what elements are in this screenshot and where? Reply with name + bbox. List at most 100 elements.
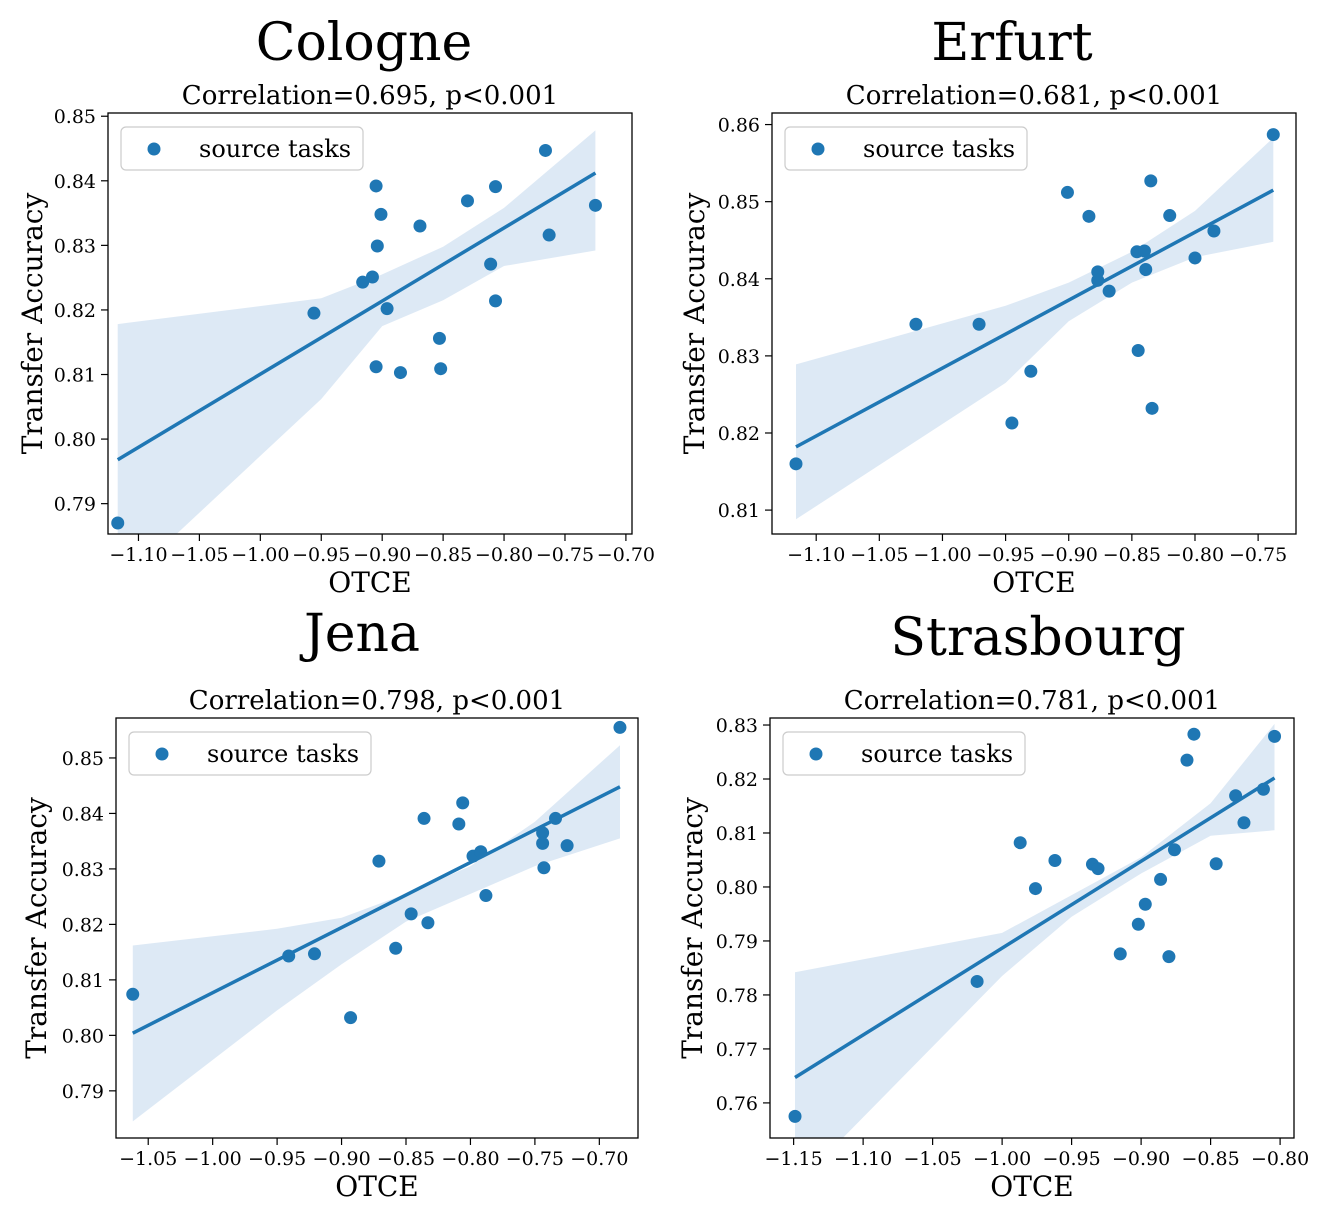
data-point (1145, 401, 1159, 415)
y-tick-label: 0.85 (718, 192, 760, 214)
data-point (404, 907, 418, 921)
data-point (1154, 872, 1168, 886)
plot-area (789, 128, 1280, 520)
x-tick-label: −0.75 (536, 544, 594, 566)
y-tick-label: 0.83 (716, 715, 758, 737)
legend: source tasks (120, 126, 364, 171)
data-point (538, 143, 552, 157)
legend-marker (147, 142, 161, 156)
legend: source tasks (128, 731, 372, 776)
data-point (456, 796, 470, 810)
panel-title: Erfurt (931, 13, 1092, 73)
plot-area (111, 130, 602, 534)
data-point (460, 194, 474, 208)
data-point (1102, 284, 1116, 298)
data-point (369, 179, 383, 193)
data-point (489, 294, 503, 308)
y-tick-label: 0.85 (62, 748, 104, 770)
y-tick-label: 0.79 (62, 1081, 104, 1103)
y-axis-label: Transfer Accuracy (678, 193, 711, 455)
x-tick-label: −1.00 (973, 1148, 1031, 1170)
plot-area (788, 723, 1282, 1138)
data-point (1237, 816, 1251, 830)
axes-frame (115, 717, 639, 1139)
data-point (1005, 416, 1019, 430)
data-point (1209, 857, 1223, 871)
y-tick-label: 0.82 (62, 914, 104, 936)
y-tick-label: 0.80 (54, 429, 96, 451)
data-point (1180, 753, 1194, 767)
data-point (1060, 185, 1074, 199)
data-point (380, 302, 394, 316)
chart-panel-4: Strasbourg Correlation=0.781, p<0.001 −1.1… (676, 608, 1309, 1203)
data-point (1131, 917, 1145, 931)
data-point (1162, 950, 1176, 964)
panel-title: Cologne (256, 13, 473, 73)
data-point (970, 974, 984, 988)
x-tick-label: −0.85 (1181, 1148, 1239, 1170)
x-tick-label: −0.80 (1166, 544, 1224, 566)
data-point (537, 861, 551, 875)
regression-line (131, 785, 621, 1035)
x-tick-label: −1.10 (109, 544, 167, 566)
x-tick-label: −1.05 (170, 544, 228, 566)
x-tick-label: −1.05 (119, 1148, 177, 1170)
data-point (1167, 843, 1181, 857)
data-point (434, 362, 448, 376)
data-point (549, 811, 563, 825)
data-point (789, 457, 803, 471)
x-tick-label: −0.80 (1251, 1148, 1309, 1170)
confidence-band (132, 745, 621, 1122)
x-tick-label: −1.00 (231, 544, 289, 566)
data-point (588, 198, 602, 212)
data-point (452, 817, 466, 831)
data-point (536, 836, 550, 850)
legend-marker (811, 142, 825, 156)
data-point (374, 207, 388, 221)
legend-label: source tasks (863, 135, 1015, 163)
regression-line (795, 188, 1275, 449)
data-point (1266, 128, 1280, 142)
chart-panel-3: Jena Correlation=0.798, p<0.001 −1.05 −1.00… (20, 604, 639, 1203)
data-point (1187, 727, 1201, 741)
data-point (1013, 836, 1027, 850)
data-point (788, 1109, 802, 1123)
data-point (474, 845, 488, 859)
y-tick-label: 0.81 (718, 500, 760, 522)
data-point (1188, 251, 1202, 265)
y-tick-label: 0.81 (54, 365, 96, 387)
axes-frame (769, 717, 1295, 1139)
legend-marker (809, 747, 823, 761)
x-axis-label: OTCE (992, 566, 1076, 599)
data-point (1144, 174, 1158, 188)
data-point (1207, 224, 1221, 238)
y-tick-label: 0.79 (54, 494, 96, 516)
legend-marker (155, 747, 169, 761)
y-tick-label: 0.76 (716, 1093, 758, 1115)
x-tick-label: −0.80 (475, 544, 533, 566)
axes-frame (771, 112, 1297, 535)
x-tick-label: −0.80 (441, 1148, 499, 1170)
y-axis-label: Transfer Accuracy (676, 797, 709, 1059)
regression-line (794, 776, 1276, 1080)
x-tick-label: −0.90 (1040, 544, 1098, 566)
data-point (1028, 882, 1042, 896)
chart-title: Correlation=0.681, p<0.001 (846, 81, 1222, 111)
data-point (417, 811, 431, 825)
legend-label: source tasks (207, 740, 359, 768)
confidence-band (796, 137, 1274, 520)
y-tick-label: 0.83 (62, 859, 104, 881)
x-tick-label: −1.00 (913, 544, 971, 566)
y-axis-label: Transfer Accuracy (16, 193, 49, 455)
x-axis-label: OTCE (990, 1170, 1074, 1203)
data-point (489, 180, 503, 194)
legend-label: source tasks (861, 740, 1013, 768)
x-axis-label: OTCE (335, 1170, 419, 1203)
data-point (1163, 209, 1177, 223)
x-tick-label: −1.05 (850, 544, 908, 566)
panel-title: Jena (299, 604, 420, 664)
data-point (365, 270, 379, 284)
regression-line (116, 171, 597, 462)
